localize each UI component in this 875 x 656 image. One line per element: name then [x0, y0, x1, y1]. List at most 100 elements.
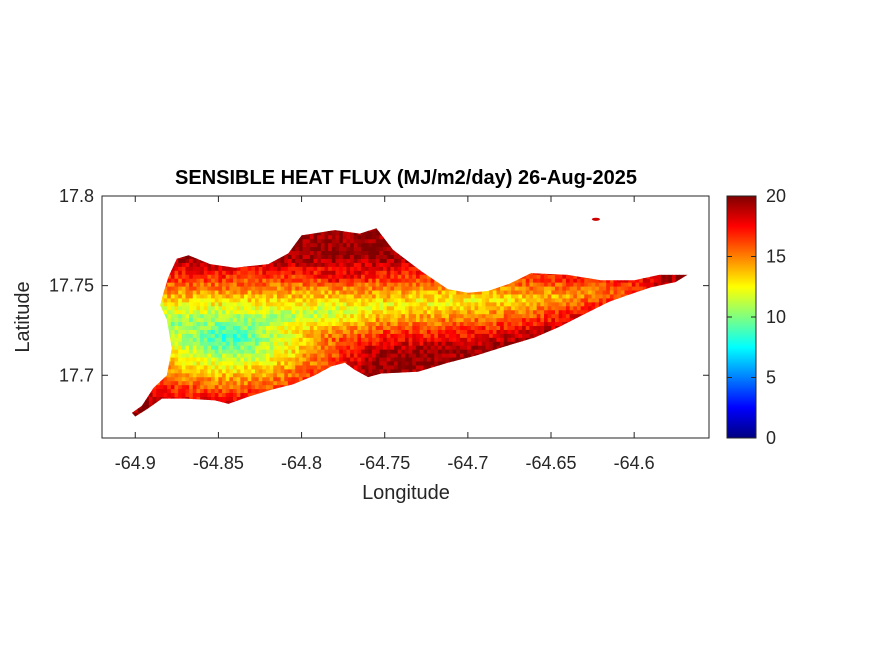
heatmap-cell [397, 364, 402, 370]
heatmap-cell [273, 262, 278, 267]
heatmap-cell [459, 305, 465, 311]
heatmap-cell [430, 238, 435, 244]
heatmap-cell [364, 238, 370, 244]
heatmap-cell [131, 223, 135, 228]
heatmap-cell [178, 230, 183, 236]
heatmap-cell [236, 364, 241, 370]
heatmap-cell [280, 278, 285, 283]
heatmap-cell [364, 368, 370, 374]
heatmap-cell [339, 408, 344, 413]
heatmap-cell [269, 392, 274, 398]
heatmap-cell [452, 349, 457, 354]
heatmap-cell [375, 392, 380, 398]
heatmap-cell [426, 278, 432, 283]
heatmap-cell [134, 238, 139, 244]
heatmap-cell [148, 242, 154, 248]
heatmap-cell [467, 356, 472, 362]
heatmap-cell [280, 353, 285, 358]
heatmap-cell [364, 266, 370, 271]
heatmap-cell [346, 293, 351, 299]
heatmap-cell [474, 230, 479, 236]
heatmap-cell [145, 301, 150, 307]
heatmap-cell [463, 341, 468, 346]
heatmap-cell [247, 293, 252, 299]
heatmap-cell [346, 321, 351, 327]
heatmap-cell [247, 270, 252, 275]
heatmap-cell [258, 416, 263, 417]
heatmap-cell [269, 356, 274, 362]
heatmap-cell [240, 262, 245, 267]
heatmap-cell [277, 223, 281, 228]
heatmap-cell [174, 228, 179, 232]
heatmap-cell [189, 321, 194, 327]
heatmap-cell [306, 345, 311, 350]
heatmap-cell [459, 289, 465, 295]
heatmap-cell [295, 274, 300, 279]
heatmap-cell [372, 400, 377, 405]
heatmap-cell [459, 285, 465, 291]
heatmap-cell [470, 321, 476, 327]
heatmap-cell [481, 341, 487, 346]
heatmap-cell [339, 254, 344, 259]
heatmap-cell [207, 219, 211, 224]
heatmap-cell [339, 412, 344, 417]
heatmap-cell [167, 376, 172, 382]
heatmap-cell [437, 416, 443, 417]
heatmap-cell [163, 293, 168, 299]
heatmap-cell [134, 234, 139, 240]
heatmap-cell [463, 416, 468, 417]
heatmap-cell [426, 400, 432, 405]
heatmap-cell [265, 376, 271, 382]
heatmap-cell [412, 388, 417, 394]
heatmap-cell [295, 388, 300, 394]
heatmap-cell [434, 270, 439, 275]
heatmap-cell [236, 282, 241, 287]
heatmap-cell [346, 297, 351, 303]
heatmap-cell [383, 368, 388, 374]
heatmap-cell [441, 262, 446, 267]
heatmap-cell [394, 333, 399, 338]
heatmap-cell [148, 278, 154, 283]
heatmap-cell [306, 384, 311, 390]
heatmap-cell [419, 388, 424, 394]
heatmap-cell [196, 416, 201, 417]
heatmap-cell [324, 321, 329, 327]
heatmap-cell [459, 380, 465, 386]
heatmap-cell [452, 333, 457, 338]
heatmap-cell [368, 278, 373, 283]
heatmap-cell [335, 325, 340, 330]
heatmap-cell [233, 380, 238, 386]
heatmap-cell [167, 262, 172, 267]
heatmap-cell [185, 353, 190, 358]
heatmap-cell [350, 392, 355, 398]
heatmap-cell [236, 396, 241, 401]
heatmap-cell [156, 333, 161, 338]
heatmap-cell [317, 321, 322, 327]
heatmap-cell [426, 333, 432, 338]
heatmap-cell [415, 416, 421, 417]
heatmap-cell [427, 219, 431, 224]
heatmap-cell [244, 325, 249, 330]
heatmap-cell [401, 384, 406, 390]
heatmap-cell [350, 223, 354, 228]
heatmap-cell [459, 242, 465, 248]
heatmap-cell [269, 250, 274, 256]
heatmap-cell [167, 349, 172, 354]
heatmap-cell [222, 384, 227, 390]
heatmap-cell [156, 380, 161, 386]
heatmap-cell [163, 250, 168, 256]
heatmap-cell [434, 329, 439, 334]
heatmap-cell [361, 325, 366, 330]
heatmap-cell [167, 396, 172, 401]
heatmap-cell [229, 337, 234, 342]
heatmap-cell [236, 313, 241, 319]
heatmap-cell [445, 274, 450, 279]
heatmap-cell [174, 329, 179, 334]
heatmap-cell [353, 360, 359, 366]
heatmap-cell [178, 254, 183, 259]
heatmap-cell [375, 388, 380, 394]
heatmap-cell [127, 381, 131, 386]
heatmap-cell [379, 270, 384, 275]
heatmap-cell [127, 345, 131, 350]
heatmap-cell [215, 219, 219, 224]
